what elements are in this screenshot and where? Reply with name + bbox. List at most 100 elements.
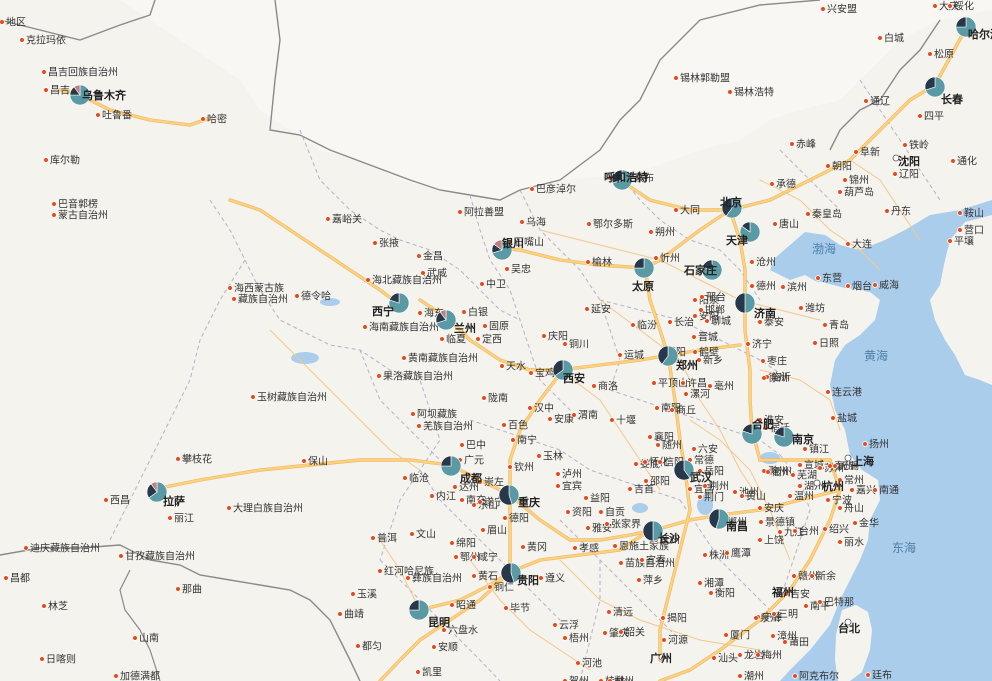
city-dot — [459, 497, 465, 503]
city-dot — [477, 479, 483, 485]
capital-label-guiyang: 贵阳 — [517, 573, 539, 587]
pie-slice[interactable] — [611, 169, 623, 184]
city-dot — [409, 531, 415, 537]
pie-marker-xining[interactable] — [388, 292, 410, 314]
city-label: 阜新 — [860, 146, 880, 159]
pie-slice[interactable] — [708, 508, 720, 529]
pie-marker-chengdu[interactable] — [440, 455, 462, 477]
pie-slice[interactable] — [744, 292, 756, 314]
pie-slice[interactable] — [774, 426, 785, 438]
city-label: 南通 — [879, 484, 899, 497]
pie-slice[interactable] — [734, 292, 746, 314]
pie-marker-hefei[interactable] — [741, 423, 763, 445]
city-dot — [482, 323, 488, 329]
pie-slice[interactable] — [924, 76, 936, 91]
pie-marker-xian[interactable] — [552, 359, 574, 381]
city-dot — [562, 341, 568, 347]
pie-marker-nanjing[interactable] — [773, 426, 795, 448]
pie-marker-changchun[interactable] — [924, 76, 946, 98]
pie-slice[interactable] — [661, 345, 679, 367]
capital-label-jinan: 济南 — [754, 306, 776, 320]
city-label: 衢州 — [772, 467, 792, 479]
pie-slice[interactable] — [642, 520, 654, 542]
pie-slice[interactable] — [741, 423, 763, 445]
pie-slice[interactable] — [510, 562, 522, 583]
city-label: 黄山 — [746, 490, 766, 503]
pie-marker-lhasa[interactable] — [146, 481, 168, 503]
city-dot — [845, 241, 851, 247]
capital-label-lhasa: 拉萨 — [163, 494, 185, 508]
city-dot — [429, 493, 435, 499]
pie-slice[interactable] — [683, 459, 695, 479]
city-dot — [479, 281, 485, 287]
pie-marker-urumqi[interactable] — [69, 84, 91, 106]
pie-slice[interactable] — [673, 459, 691, 481]
city-dot — [724, 550, 730, 556]
pie-marker-changsha[interactable] — [642, 520, 664, 542]
pie-slice[interactable] — [773, 426, 795, 448]
pie-slice[interactable] — [498, 484, 513, 506]
city-dot — [749, 259, 755, 265]
pie-slice[interactable] — [721, 197, 733, 217]
pie-slice[interactable] — [508, 484, 520, 505]
pie-slice[interactable] — [150, 481, 158, 493]
city-label: 潮州 — [744, 670, 764, 681]
pie-slice[interactable] — [388, 292, 410, 314]
pie-marker-taiyuan[interactable] — [633, 257, 655, 279]
pie-slice[interactable] — [554, 359, 574, 381]
pie-slice[interactable] — [742, 423, 753, 435]
pie-slice[interactable] — [493, 239, 503, 251]
pie-marker-lanzhou[interactable] — [435, 309, 457, 331]
city-dot — [657, 459, 663, 465]
pie-marker-harbin[interactable] — [955, 16, 977, 38]
city-label: 嘉兴 — [856, 484, 876, 497]
pie-slice[interactable] — [148, 481, 168, 503]
pie-slice[interactable] — [408, 599, 420, 611]
pie-slice[interactable] — [73, 84, 81, 96]
city-dot — [541, 333, 547, 339]
pie-slice[interactable] — [955, 16, 967, 28]
pie-slice[interactable] — [439, 309, 447, 321]
pie-marker-tianjin[interactable] — [739, 221, 761, 243]
pie-slice[interactable] — [633, 257, 645, 269]
pie-marker-chongqing[interactable] — [498, 484, 520, 506]
pie-slice[interactable] — [702, 259, 713, 271]
pie-slice[interactable] — [725, 197, 743, 219]
pie-marker-yinchuan[interactable] — [491, 239, 513, 261]
pie-marker-zhengzhou[interactable] — [657, 345, 679, 367]
city-label: 台州 — [799, 525, 819, 538]
pie-markers[interactable] — [69, 16, 977, 621]
city-dot — [789, 141, 795, 147]
pie-slice[interactable] — [440, 455, 452, 467]
city-dot — [449, 602, 455, 608]
city-label: 昌吉 — [50, 85, 70, 97]
pie-marker-nanchang[interactable] — [708, 508, 730, 530]
city-dot — [837, 477, 843, 483]
city-dot — [226, 505, 232, 511]
pie-slice[interactable] — [389, 292, 400, 304]
pie-marker-shijiazhuang[interactable] — [701, 259, 723, 281]
border-south-2 — [119, 569, 161, 681]
pie-marker-hohhot[interactable] — [611, 169, 633, 191]
pie-slice[interactable] — [701, 259, 723, 281]
city-dot — [477, 499, 483, 505]
pie-marker-wuhan[interactable] — [673, 459, 695, 481]
pie-marker-jinan[interactable] — [734, 292, 756, 314]
pie-slice[interactable] — [500, 562, 515, 584]
city-dot — [606, 609, 612, 615]
pie-slice[interactable] — [741, 221, 751, 233]
pie-marker-kunming[interactable] — [408, 599, 430, 621]
pie-slice[interactable] — [552, 359, 564, 377]
city-label: 鞍山 — [964, 207, 984, 220]
city-dot — [787, 493, 793, 499]
city-label: 承德 — [776, 178, 796, 191]
city-label: 赣州 — [798, 570, 818, 583]
pie-slice[interactable] — [657, 345, 669, 365]
city-label: 苗族自治州 — [625, 557, 675, 570]
pie-slice[interactable] — [652, 520, 664, 542]
pie-marker-guiyang[interactable] — [500, 562, 522, 584]
city-label: 连云港 — [832, 386, 862, 399]
pie-marker-beijing[interactable] — [721, 197, 743, 219]
